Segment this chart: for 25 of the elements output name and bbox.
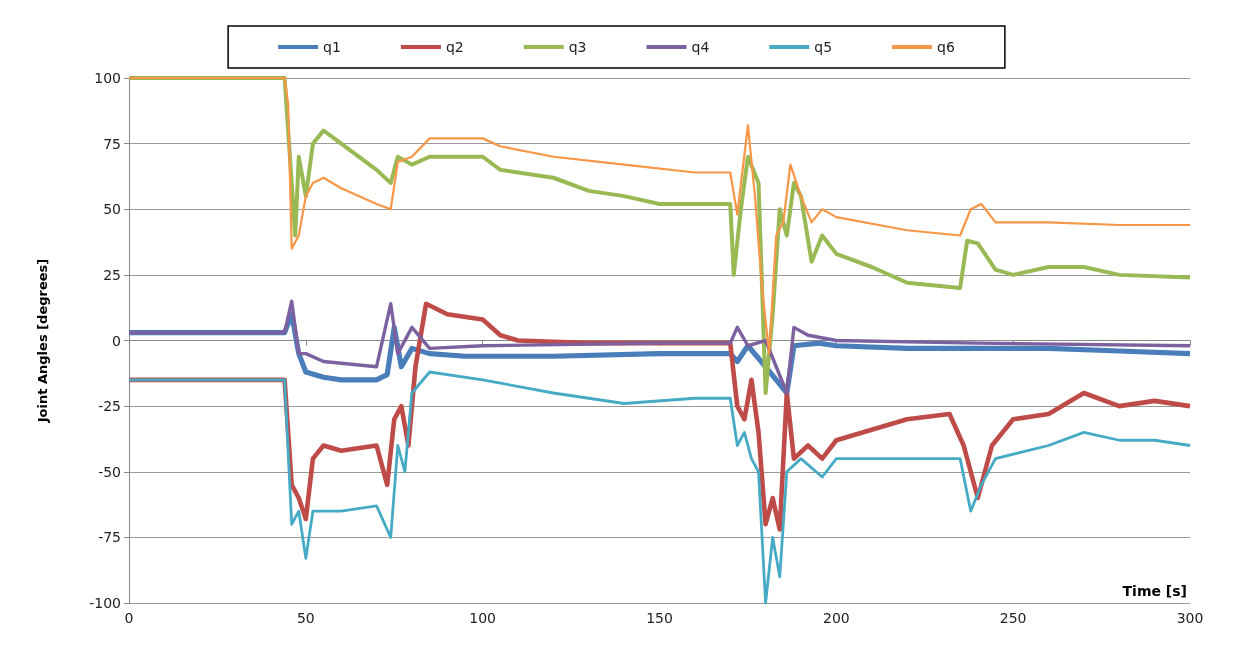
y-tick-label: -75 xyxy=(98,529,121,546)
x-tick-label: 300 xyxy=(1176,610,1204,626)
x-tick-label: 50 xyxy=(296,610,315,626)
x-axis-title: Time [s] xyxy=(1122,583,1187,599)
legend-label: q3 xyxy=(568,39,587,55)
y-axis-title: Joint Angles [degrees] xyxy=(35,258,50,424)
y-tick-label: -100 xyxy=(89,595,121,611)
legend-label: q2 xyxy=(445,39,464,55)
y-tick-label: 75 xyxy=(103,135,121,152)
x-tick-label: 150 xyxy=(646,610,673,626)
legend-label: q1 xyxy=(323,39,341,55)
y-tick-label: 50 xyxy=(103,201,121,218)
line-series xyxy=(127,370,1192,605)
x-tick-label: 250 xyxy=(999,610,1027,626)
y-tick-label: -25 xyxy=(98,398,121,415)
legend-label: q6 xyxy=(937,39,955,55)
y-tick-label: 25 xyxy=(103,266,121,283)
x-tick-label: 0 xyxy=(124,610,134,626)
y-tick-label: -50 xyxy=(98,463,121,480)
y-tick-label: 100 xyxy=(94,70,121,86)
legend-label: q5 xyxy=(814,39,833,55)
y-tick-label: 0 xyxy=(112,332,121,349)
legend-label: q4 xyxy=(691,39,710,55)
x-tick-label: 100 xyxy=(469,610,497,626)
x-tick-label: 200 xyxy=(822,610,850,626)
